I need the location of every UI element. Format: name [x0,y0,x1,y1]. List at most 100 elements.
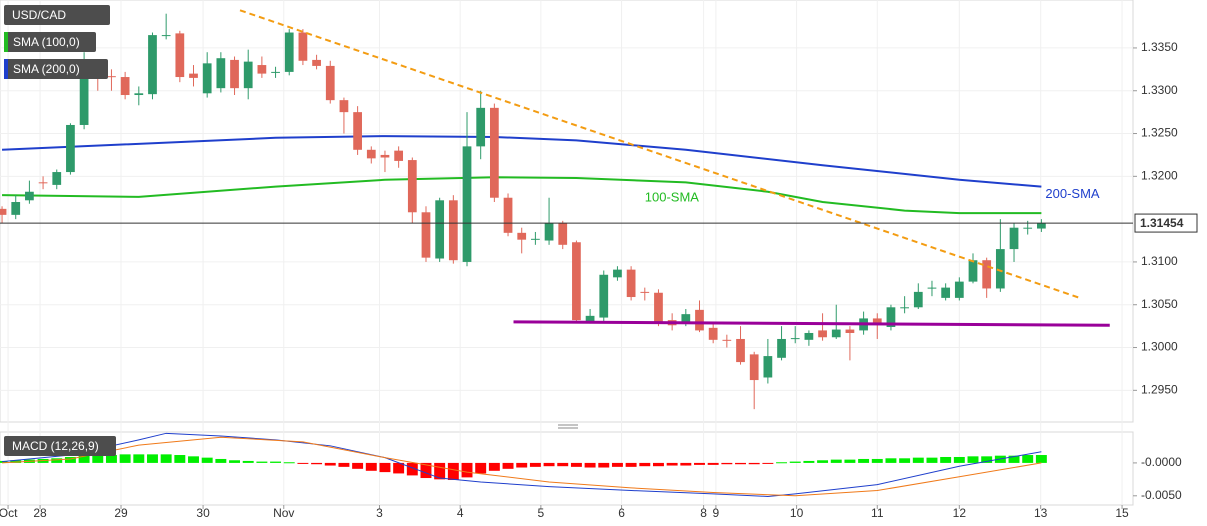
histogram-bar [967,456,979,463]
sma-annotation: 100-SMA [645,189,700,204]
histogram-bar [352,462,364,469]
x-tick-label: 28 [33,506,47,520]
histogram-bar [215,458,227,463]
histogram-bar [707,462,719,465]
legend-swatch [4,32,8,52]
histogram-bar [64,456,76,463]
y-tick-label: -0.0050 [1141,488,1182,502]
histogram-bar [926,457,938,463]
candle-body [257,65,267,74]
histogram-bar [297,462,309,464]
candle-body [1009,227,1019,250]
candle-body [544,223,554,241]
candle-body [325,65,335,101]
last-price-label: 1.31454 [1140,216,1184,230]
x-tick-label: 5 [538,506,545,520]
candle-body [736,338,745,363]
histogram-bar [776,462,788,464]
candle-body [202,63,212,94]
candle-body [52,172,62,185]
histogram-bar [543,462,555,467]
splitter-grip[interactable] [558,424,578,429]
x-tick-label: 12 [953,506,967,520]
histogram-bar [912,457,924,463]
trend-line [239,9,1080,299]
histogram-bar [147,454,158,463]
candle-body [640,291,650,293]
histogram-bar [570,462,582,467]
candle-body [161,35,171,37]
y-tick-label: 1.3300 [1141,83,1178,97]
candle-body [599,274,609,318]
histogram-bar [885,458,897,463]
candle-body [941,287,951,298]
candle-body [476,107,486,147]
candle-body [0,208,7,215]
legend-box [4,32,96,52]
histogram-bar [201,457,213,463]
histogram-bar [393,462,405,474]
histogram-bar [652,462,664,467]
histogram-bar [188,456,199,463]
candle-body [845,329,855,333]
candle-body [407,160,417,213]
histogram-bar [51,458,63,463]
histogram-bar [817,460,829,463]
y-tick-label: 1.3250 [1141,126,1178,140]
y-tick-label: 1.3200 [1141,169,1178,183]
x-tick-label: 3 [376,506,383,520]
candle-body [435,200,445,259]
histogram-bar [625,462,637,467]
candle-body [489,107,499,198]
y-tick-label: 1.3350 [1141,40,1178,54]
histogram-bar [283,462,295,464]
candle-body [695,309,704,331]
histogram-bar [611,462,623,467]
candle-body [708,327,718,340]
candle-body [722,339,732,341]
histogram-bar [803,460,815,463]
histogram-bar [529,462,541,467]
candle-body [230,59,239,89]
x-tick-label: 6 [618,506,625,520]
candle-body [954,281,964,298]
histogram-bar [981,456,993,463]
x-tick-label: 4 [457,506,464,520]
histogram-bar [78,455,90,463]
histogram-bar [379,462,391,473]
candle-body [11,202,21,215]
histogram-bar [694,462,705,465]
histogram-bar [447,462,459,481]
histogram-bar [1035,455,1047,463]
sma-line [2,135,1042,188]
legend-entry: SMA (100,0) [13,35,80,49]
y-tick-label: 1.3000 [1141,340,1178,354]
x-tick-label: 13 [1034,506,1048,520]
histogram-bar [365,462,377,471]
legend-swatch [4,59,8,79]
y-tick-label: -0.0000 [1141,455,1182,469]
candle-body [1036,223,1046,229]
candle-body [818,330,827,338]
candle-body [777,338,786,358]
histogram-bar [270,461,282,463]
candle-body [872,318,882,323]
x-tick-label: 11 [871,506,884,520]
sma-line [2,176,1042,215]
histogram-bar [1008,455,1020,463]
candle-body [613,269,622,278]
candle-body [1023,227,1033,229]
candle-body [79,71,89,125]
candle-body [531,238,540,240]
y-tick-label: 1.3100 [1141,254,1178,268]
histogram-bar [598,462,610,468]
histogram-bar [748,462,760,465]
candle-body [298,32,308,61]
histogram-bar [92,455,104,463]
support-line [513,320,1110,327]
candle-body [749,354,759,381]
histogram-bar [311,462,323,465]
histogram-bar [789,461,801,463]
legend-title: USD/CAD [12,8,66,22]
candle-body [982,260,992,289]
